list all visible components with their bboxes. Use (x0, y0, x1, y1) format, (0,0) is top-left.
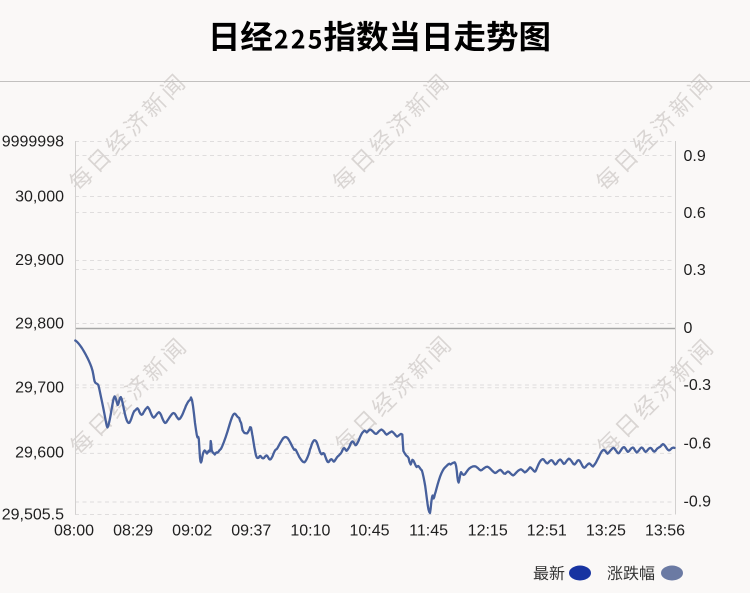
svg-text:0.3: 0.3 (684, 262, 706, 279)
svg-text:9999998: 9999998 (2, 134, 64, 151)
svg-text:30,000: 30,000 (15, 189, 64, 206)
svg-text:11:45: 11:45 (409, 523, 448, 540)
svg-text:-0.9: -0.9 (684, 494, 712, 511)
svg-text:0.6: 0.6 (684, 205, 706, 222)
svg-text:08:29: 08:29 (113, 523, 153, 540)
svg-text:-0.6: -0.6 (684, 436, 712, 453)
svg-text:10:45: 10:45 (349, 523, 389, 540)
svg-text:29,600: 29,600 (15, 445, 64, 462)
svg-text:09:37: 09:37 (231, 523, 271, 540)
svg-text:13:56: 13:56 (645, 523, 685, 540)
svg-text:08:00: 08:00 (54, 523, 94, 540)
svg-text:12:51: 12:51 (527, 523, 567, 540)
svg-text:29,505.5: 29,505.5 (2, 507, 64, 524)
svg-text:-0.3: -0.3 (684, 377, 712, 394)
svg-text:29,800: 29,800 (15, 316, 64, 333)
svg-text:09:02: 09:02 (172, 523, 212, 540)
svg-text:0.9: 0.9 (684, 148, 706, 165)
svg-text:13:25: 13:25 (586, 523, 626, 540)
svg-text:10:10: 10:10 (290, 523, 330, 540)
svg-text:12:15: 12:15 (468, 523, 508, 540)
svg-text:29,900: 29,900 (15, 252, 64, 269)
svg-text:0: 0 (684, 320, 693, 337)
svg-text:29,700: 29,700 (15, 380, 64, 397)
